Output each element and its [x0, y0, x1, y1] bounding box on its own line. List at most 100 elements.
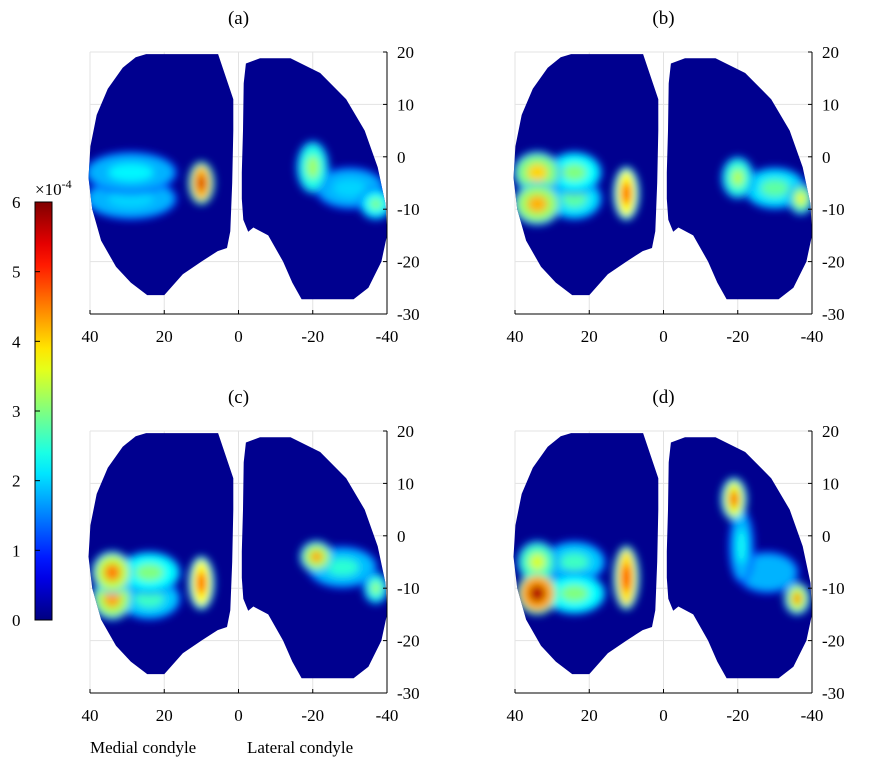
y-tick-label: 20: [822, 43, 839, 62]
y-tick-label: -20: [822, 632, 845, 651]
panel-label: (c): [228, 387, 249, 408]
y-tick-label: 20: [822, 422, 839, 441]
hotspot-core: [760, 179, 790, 197]
x-tick-label: -40: [801, 327, 824, 346]
hotspot-core: [560, 584, 589, 603]
y-tick-label: -30: [397, 684, 420, 703]
heat-layer: [516, 477, 811, 616]
hotspot-core: [560, 553, 589, 571]
y-tick-label: -30: [822, 305, 845, 324]
medial-condyle-label: Medial condyle: [90, 738, 196, 757]
hotspot-core: [135, 563, 164, 582]
panel-b: 20 10 0 -10 -20 -30 40 20 0 -20 -40 (b): [507, 8, 845, 346]
x-tick-label: 0: [659, 327, 668, 346]
hotspot-core: [108, 190, 154, 208]
y-tick-label: 10: [822, 474, 839, 493]
hotspot-core: [729, 490, 739, 508]
x-tick-label: 0: [234, 327, 243, 346]
lateral-condyle-label: Lateral condyle: [247, 738, 353, 757]
heat-layer: [91, 540, 387, 621]
y-tick-label: 20: [397, 422, 414, 441]
hotspot-core: [562, 190, 587, 208]
y-tick-label: -20: [397, 632, 420, 651]
y-tick-label: -30: [397, 305, 420, 324]
colorbar-tick-label: 2: [12, 472, 21, 491]
y-tick-label: -10: [822, 579, 845, 598]
colorbar-tick-label: 6: [12, 193, 21, 212]
hotspot-core: [108, 163, 154, 182]
colorbar-ticks: 0 1 2 3 4 5 6: [12, 193, 40, 630]
x-tick-label: -40: [376, 327, 399, 346]
y-tick-label: -20: [397, 253, 420, 272]
panel-c: 20 10 0 -10 -20 -30 40 20 0 -20 -40 (c): [82, 387, 420, 725]
axes: 20 10 0 -10 -20 -30 40 20 0 -20 -40: [82, 43, 420, 346]
hotspot-core: [731, 169, 744, 187]
hotspot-core: [622, 181, 631, 206]
hotspot-core: [369, 198, 382, 210]
hotspot-core: [529, 553, 546, 571]
panel-label: (b): [652, 8, 674, 29]
x-tick-label: 20: [156, 327, 173, 346]
hotspot-core: [796, 192, 805, 205]
y-tick-label: 0: [822, 527, 831, 546]
hotspot-core: [197, 174, 206, 192]
axes: 20 10 0 -10 -20 -30 40 20 0 -20 -40: [82, 422, 420, 725]
hotspot-core: [527, 195, 548, 213]
y-tick-label: 0: [822, 148, 831, 167]
axes: 20 10 0 -10 -20 -30 40 20 0 -20 -40: [507, 43, 845, 346]
colorbar-tick-label: 0: [12, 611, 21, 630]
x-tick-label: -20: [726, 327, 749, 346]
x-tick-label: 0: [234, 706, 243, 725]
x-tick-label: 40: [507, 327, 524, 346]
heat-layer: [513, 150, 812, 226]
panel-d: 20 10 0 -10 -20 -30 40 20 0 -20 -40 (d): [507, 387, 845, 725]
x-tick-label: 20: [581, 327, 598, 346]
x-tick-label: 40: [82, 706, 99, 725]
colorbar-tick-label: 3: [12, 402, 21, 421]
y-tick-label: 10: [822, 95, 839, 114]
y-tick-label: -20: [822, 253, 845, 272]
hotspot-core: [333, 179, 367, 197]
x-tick-label: -20: [301, 706, 324, 725]
hotspot-core: [310, 550, 323, 563]
colorbar-tick-label: 5: [12, 263, 21, 282]
colorbar-tick-label: 4: [12, 332, 21, 351]
hotspot-core: [737, 528, 746, 564]
y-tick-label: 0: [397, 527, 406, 546]
hotspot-core: [562, 163, 587, 182]
colorbar-exponent: ×10-4: [35, 177, 72, 199]
hotspot-core: [135, 590, 164, 608]
hotspot-core: [371, 582, 380, 594]
hotspot-core: [104, 590, 121, 608]
hotspot-core: [793, 592, 802, 605]
hotspot-core: [527, 163, 548, 182]
y-tick-label: 10: [397, 474, 414, 493]
x-tick-label: 40: [82, 327, 99, 346]
x-tick-label: -20: [301, 327, 324, 346]
y-tick-label: -10: [822, 200, 845, 219]
hotspot-core: [753, 563, 782, 582]
x-tick-label: -20: [726, 706, 749, 725]
panel-a: 20 10 0 -10 -20 -30 40 20 0 -20 -40 (a): [82, 8, 420, 346]
heat-layer: [88, 140, 387, 221]
y-tick-label: 20: [397, 43, 414, 62]
x-tick-label: 20: [156, 706, 173, 725]
hotspot-core: [306, 155, 319, 179]
x-tick-label: 0: [659, 706, 668, 725]
x-tick-label: 40: [507, 706, 524, 725]
hotspot-core: [197, 571, 206, 595]
y-tick-label: -10: [397, 200, 420, 219]
x-tick-label: -40: [801, 706, 824, 725]
colorbar-tick-label: 1: [12, 541, 21, 560]
panel-label: (d): [652, 387, 674, 408]
hotspot-core: [622, 563, 631, 593]
y-tick-label: -10: [397, 579, 420, 598]
x-tick-label: 20: [581, 706, 598, 725]
hotspot-core: [326, 558, 359, 576]
panel-label: (a): [228, 8, 249, 29]
hotspot-core: [104, 563, 121, 582]
y-tick-label: -30: [822, 684, 845, 703]
y-tick-label: 0: [397, 148, 406, 167]
y-tick-label: 10: [397, 95, 414, 114]
